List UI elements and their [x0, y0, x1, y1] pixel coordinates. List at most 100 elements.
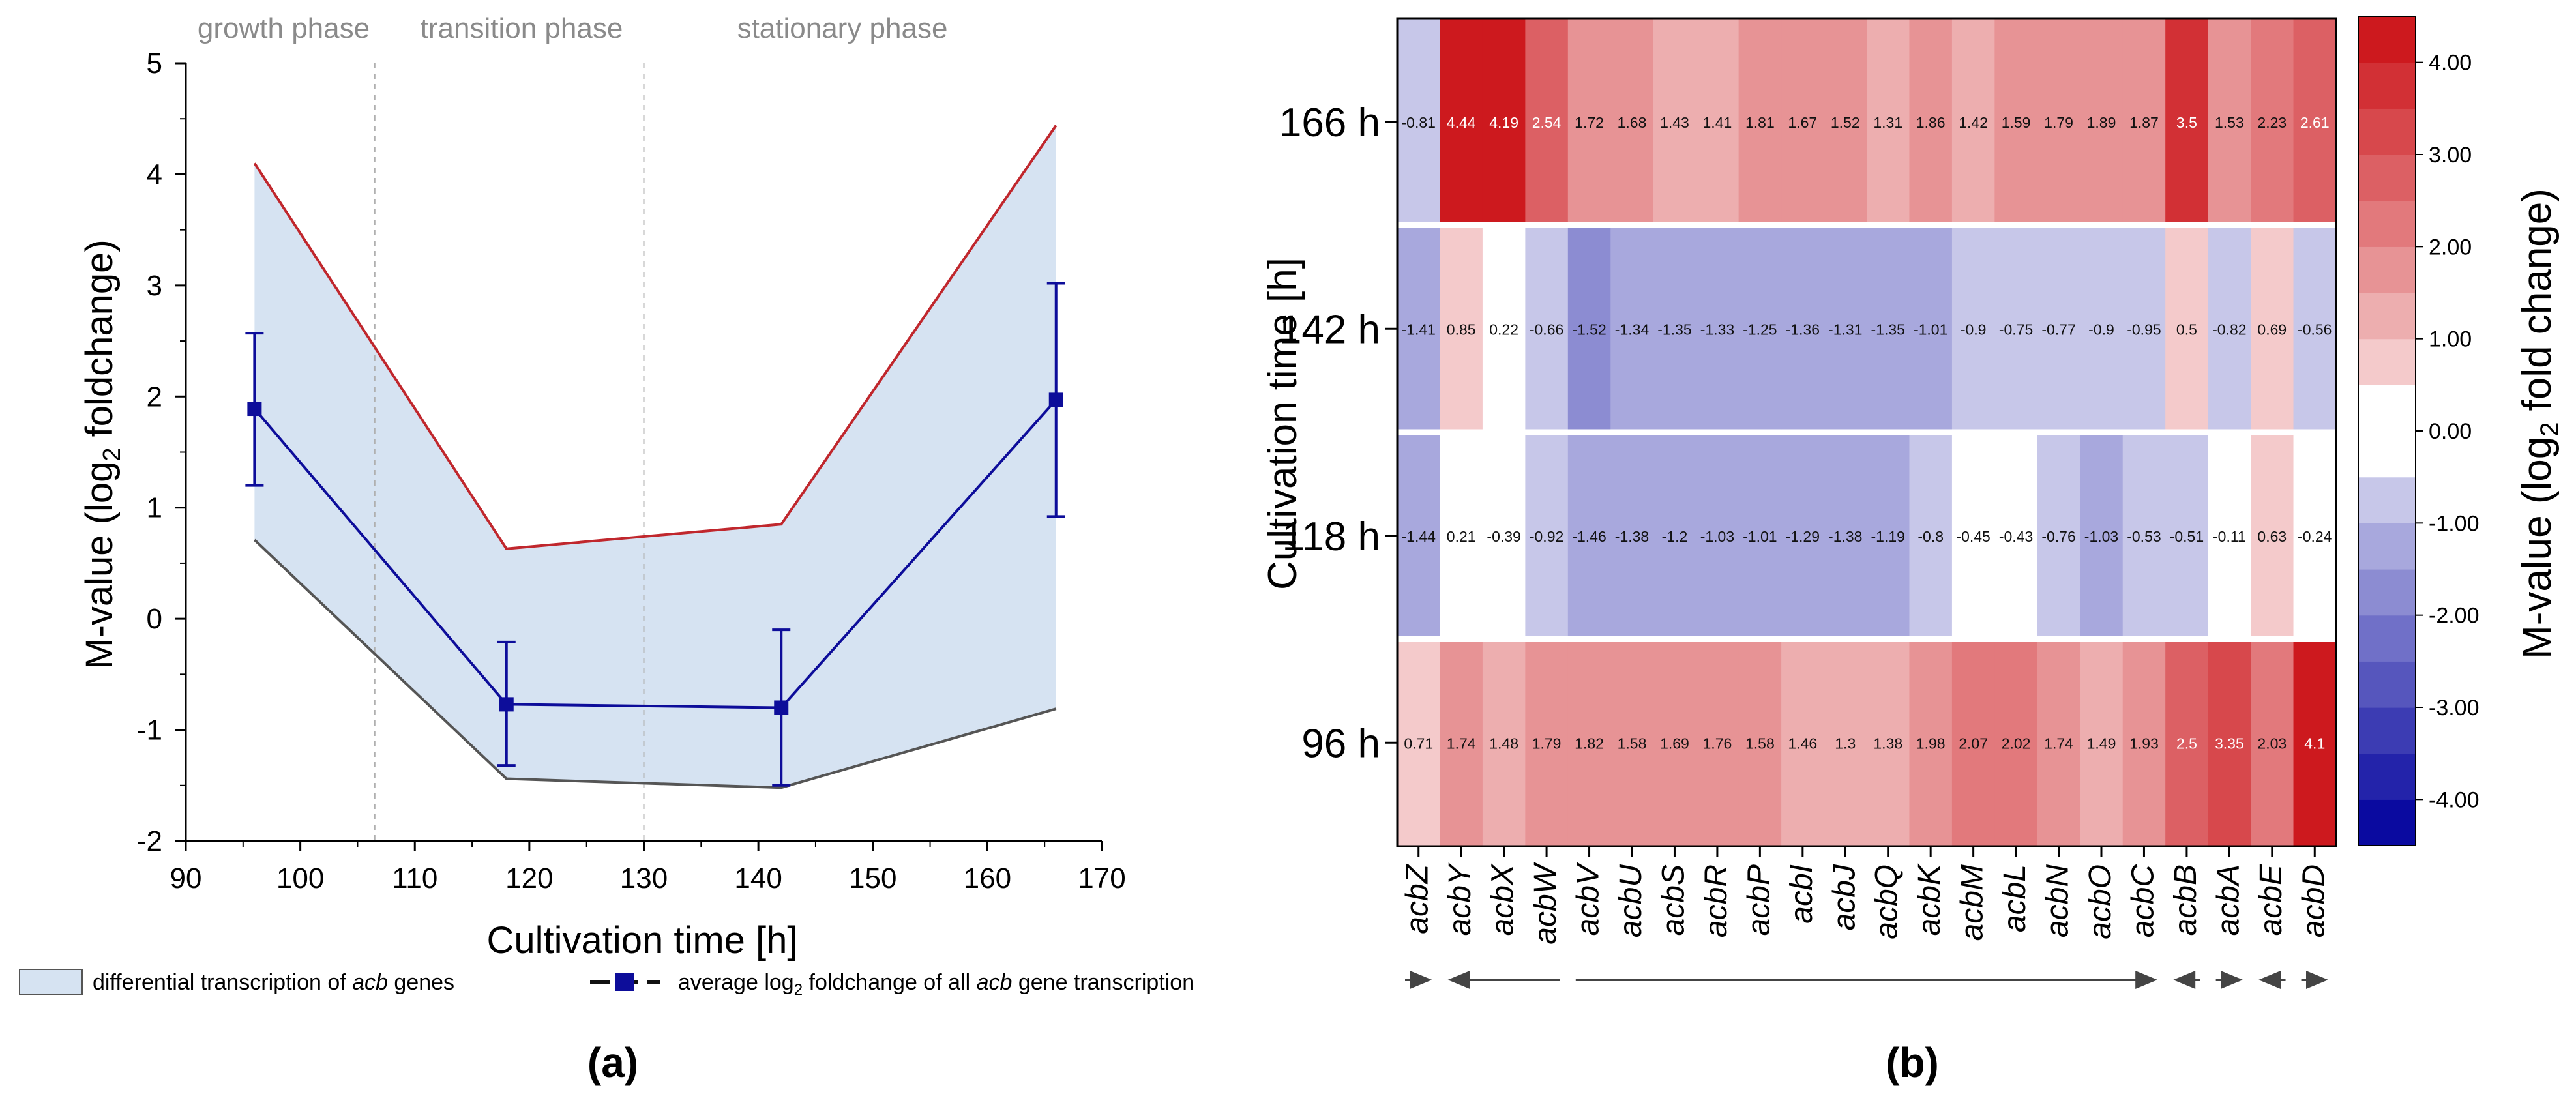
heatmap-value-142h-acbE: 0.69: [2257, 321, 2287, 338]
colorbar-bin-1: [2358, 753, 2416, 800]
heatmap-cell-142h-acbX: [1482, 225, 1526, 432]
heatmap-value-96h-acbD: 4.1: [2304, 735, 2325, 752]
heatmap-cell-96h-acbS: [1653, 639, 1696, 846]
a-ytick-label-4: 2: [147, 381, 162, 413]
heatmap-value-118h-acbY: 0.21: [1447, 528, 1476, 545]
heatmap-cell-142h-acbA: [2208, 225, 2251, 432]
legend-fill-swatch: [19, 969, 83, 995]
colorbar-bin-2: [2358, 707, 2416, 754]
average-point-2: [774, 700, 789, 715]
heatmap-cell-166h-acbM: [1951, 18, 1995, 226]
colorbar-bin-16: [2358, 62, 2416, 109]
heatmap-cell-118h-acbR: [1696, 432, 1740, 640]
heatmap-value-96h-acbQ: 1.38: [1873, 735, 1902, 752]
heatmap-cell-118h-acbO: [2080, 432, 2124, 640]
heatmap-value-166h-acbQ: 1.31: [1873, 114, 1902, 131]
col-label-acbK: acbK: [1912, 863, 1947, 936]
heatmap-cell-118h-acbY: [1440, 432, 1483, 640]
average-point-1: [499, 697, 514, 712]
col-label-acbX: acbX: [1486, 863, 1520, 936]
heatmap-cell-96h-acbZ: [1397, 639, 1441, 846]
heatmap-value-96h-acbA: 3.35: [2215, 735, 2244, 752]
heatmap-value-96h-acbO: 1.49: [2087, 735, 2116, 752]
colorbar-tick-label-3: 1.00: [2429, 327, 2472, 352]
a-xtick-label-0: 90: [170, 862, 202, 894]
heatmap-cell-96h-acbU: [1610, 639, 1654, 846]
b-y-axis-title: Cultivation time [h]: [1260, 258, 1305, 590]
heatmap-value-118h-acbE: 0.63: [2257, 528, 2287, 545]
heatmap-value-142h-acbJ: -1.31: [1828, 321, 1862, 338]
heatmap-value-166h-acbM: 1.42: [1959, 114, 1988, 131]
heatmap-value-118h-acbX: -0.39: [1487, 528, 1520, 545]
row-label-1: 142 h: [1279, 307, 1380, 352]
heatmap-cell-142h-acbS: [1653, 225, 1696, 432]
heatmap-value-96h-acbM: 2.07: [1959, 735, 1988, 752]
heatmap-cell-118h-acbN: [2037, 432, 2080, 640]
col-label-acbM: acbM: [1955, 864, 1990, 941]
heatmap-cell-118h-acbD: [2293, 432, 2337, 640]
a-phase-boundary-layer: [374, 63, 645, 841]
row-label-3: 96 h: [1301, 721, 1380, 766]
heatmap-value-166h-acbE: 2.23: [2257, 114, 2287, 131]
heatmap-value-166h-acbA: 1.53: [2215, 114, 2244, 131]
colorbar-bin-11: [2358, 293, 2416, 340]
heatmap-value-166h-acbX: 4.19: [1489, 114, 1518, 131]
heatmap-value-142h-acbK: -1.01: [1914, 321, 1947, 338]
colorbar-tick-label-0: 4.00: [2429, 51, 2472, 76]
heatmap-cell-166h-acbI: [1781, 18, 1825, 226]
heatmap-cell-96h-acbP: [1738, 639, 1782, 846]
legend-line-italic: acb: [977, 970, 1013, 995]
heatmap-value-166h-acbJ: 1.52: [1831, 114, 1860, 131]
heatmap-value-118h-acbS: -1.2: [1662, 528, 1688, 545]
col-label-acbR: acbR: [1699, 864, 1734, 937]
panel-a-label: (a): [587, 1039, 638, 1086]
heatmap-cell-118h-acbQ: [1867, 432, 1910, 640]
heatmap-cell-118h-acbI: [1781, 432, 1825, 640]
heatmap-cell-118h-acbA: [2208, 432, 2251, 640]
heatmap-cell-118h-acbZ: [1397, 432, 1441, 640]
heatmap-value-166h-acbK: 1.86: [1916, 114, 1946, 131]
heatmap-value-142h-acbR: -1.33: [1700, 321, 1734, 338]
colorbar-bin-8: [2358, 431, 2416, 478]
heatmap-value-118h-acbK: -0.8: [1917, 528, 1944, 545]
average-point-0: [247, 402, 262, 417]
heatmap-cells-layer: -0.81 4.44 4.19 2.54 1.72 1.68 1.43 1.41 1.81 1.6…: [1396, 17, 2337, 847]
max-line: [253, 125, 1058, 550]
operon-arrow-head-1: [1447, 971, 1470, 989]
heatmap-cell-166h-acbQ: [1867, 18, 1910, 226]
heatmap-cell-118h-acbV: [1567, 432, 1611, 640]
heatmap-value-96h-acbZ: 0.71: [1404, 735, 1433, 752]
colorbar-bin-14: [2358, 155, 2416, 201]
heatmap-cell-118h-acbC: [2122, 432, 2166, 640]
a-fill-band-layer: [254, 125, 1056, 788]
heatmap-value-96h-acbC: 1.93: [2129, 735, 2159, 752]
average-point-3: [1048, 392, 1063, 407]
colorbar-tick-label-2: 2.00: [2429, 235, 2472, 259]
colorbar-bin-3: [2358, 661, 2416, 708]
heatmap-cell-96h-acbB: [2165, 639, 2209, 846]
heatmap-cell-96h-acbD: [2293, 639, 2337, 846]
colorbar-bin-5: [2358, 569, 2416, 616]
operon-arrow-head-2: [2135, 971, 2158, 989]
heatmap-cell-142h-acbV: [1567, 225, 1611, 432]
a-xtick-label-4: 130: [620, 862, 668, 894]
col-label-acbY: acbY: [1443, 862, 1477, 936]
heatmap-value-118h-acbM: -0.45: [1956, 528, 1990, 545]
heatmap-value-142h-acbW: -0.66: [1530, 321, 1563, 338]
heatmap-cell-166h-acbY: [1440, 18, 1483, 226]
colorbar-bin-15: [2358, 108, 2416, 155]
a-xtick-label-5: 140: [734, 862, 782, 894]
colorbar-bin-12: [2358, 246, 2416, 293]
heatmap-cell-96h-acbC: [2122, 639, 2166, 846]
a-xtick-label-2: 110: [392, 862, 437, 894]
operon-arrow-head-5: [2258, 971, 2281, 989]
heatmap-value-118h-acbD: -0.24: [2298, 528, 2332, 545]
heatmap-cell-96h-acbQ: [1867, 639, 1910, 846]
a-xtick-label-6: 150: [849, 862, 896, 894]
heatmap-value-118h-acbN: -0.76: [2041, 528, 2075, 545]
heatmap-value-166h-acbS: 1.43: [1660, 114, 1689, 131]
heatmap-value-166h-acbP: 1.81: [1745, 114, 1775, 131]
heatmap-value-96h-acbL: 2.02: [2002, 735, 2031, 752]
heatmap-cell-166h-acbA: [2208, 18, 2251, 226]
heatmap-value-142h-acbQ: -1.35: [1871, 321, 1905, 338]
